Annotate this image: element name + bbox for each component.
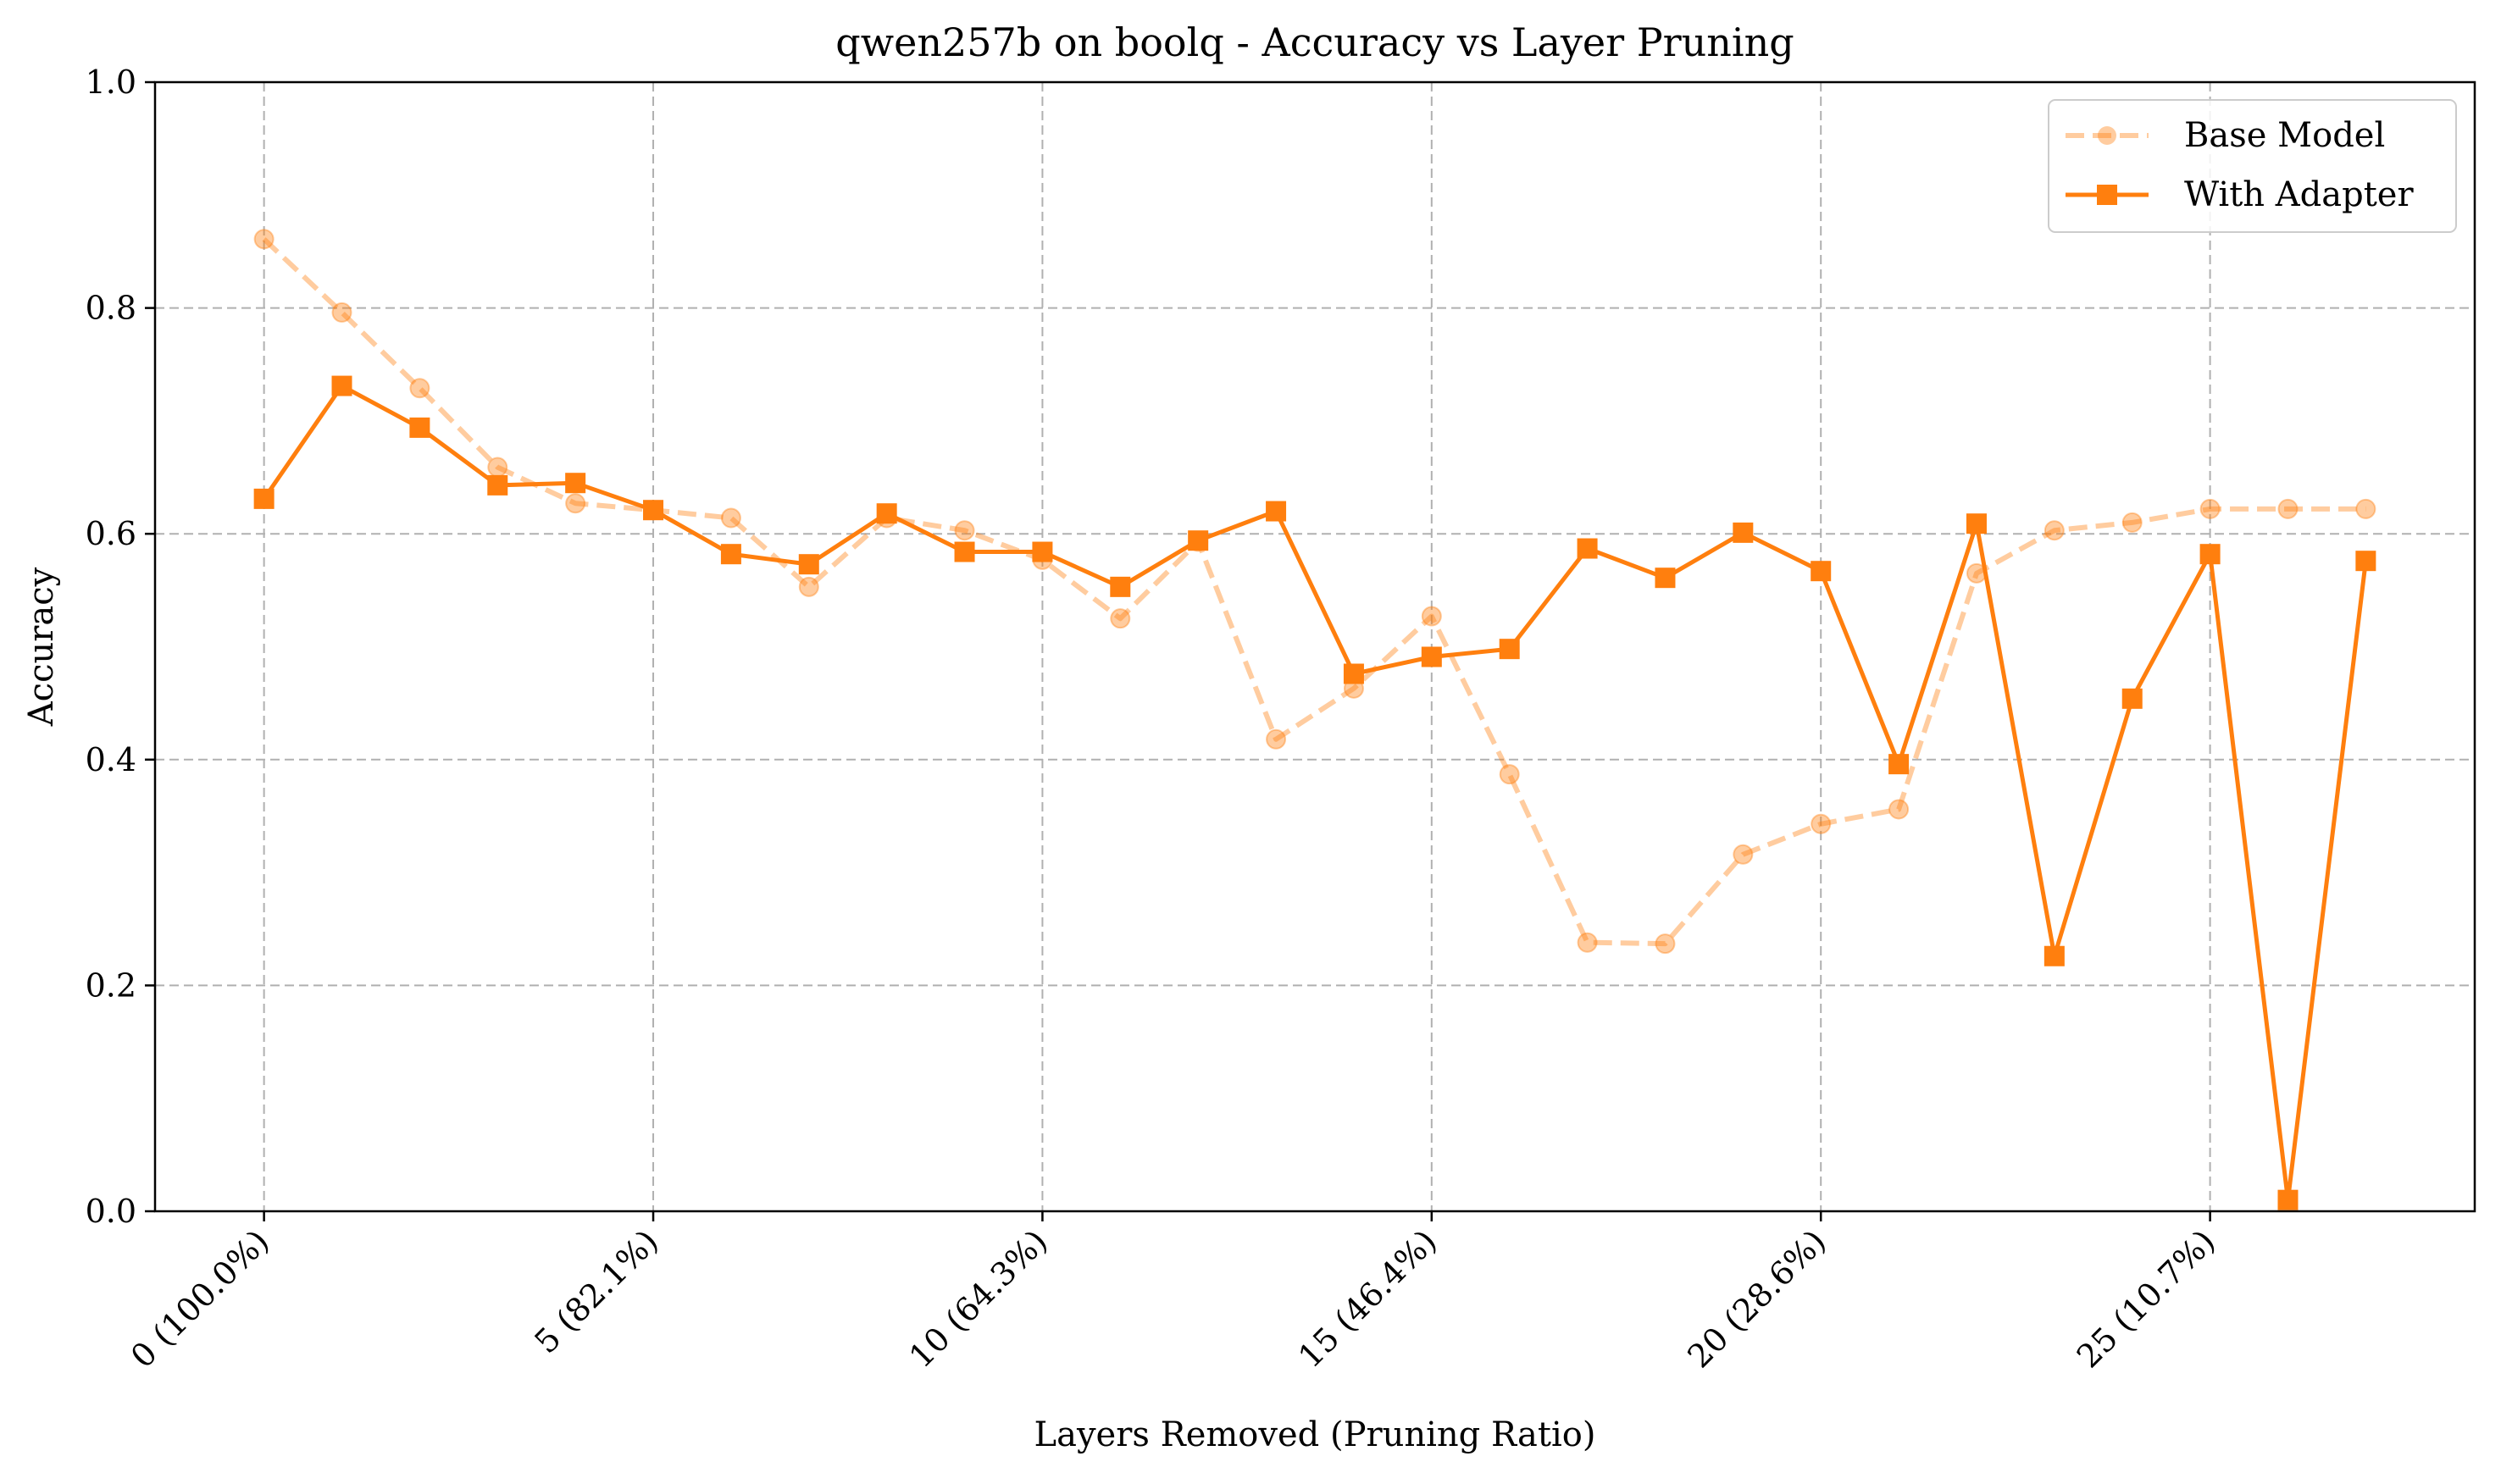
legend: Base Model With Adapter xyxy=(2048,99,2457,233)
base-model-point xyxy=(2044,520,2065,541)
with-adapter-point xyxy=(1266,501,1287,522)
with-adapter-point xyxy=(1577,538,1598,559)
with-adapter-line xyxy=(262,384,2368,1203)
legend-label-base-model: Base Model xyxy=(2184,116,2385,155)
with-adapter-point xyxy=(1811,561,1832,582)
base-model-point xyxy=(1499,764,1520,785)
with-adapter-point xyxy=(331,375,352,396)
base-model-point xyxy=(409,378,430,399)
base-model-point xyxy=(1811,813,1832,834)
with-adapter-point xyxy=(2044,945,2065,966)
x-tick-label: 15 (46.4%) xyxy=(1291,1222,1444,1375)
legend-box xyxy=(2048,99,2457,233)
with-adapter-point xyxy=(1888,754,1910,775)
y-tick-label: 0.0 xyxy=(86,1193,136,1230)
base-model-point xyxy=(798,576,819,597)
x-tick-label: 25 (10.7%) xyxy=(2070,1222,2222,1375)
x-tick-label: 20 (28.6%) xyxy=(1680,1222,1833,1375)
with-adapter-point xyxy=(1032,541,1053,562)
base-model-point xyxy=(1110,608,1131,629)
base-model-point xyxy=(487,457,508,478)
y-axis-label: Accuracy xyxy=(22,567,61,727)
base-model-point xyxy=(1577,932,1598,953)
with-adapter-point xyxy=(876,503,897,524)
series-with-adapter xyxy=(253,375,2376,1210)
y-tick-label: 0.8 xyxy=(86,290,136,327)
y-tick-label: 0.4 xyxy=(86,741,136,778)
with-adapter-point xyxy=(1110,576,1131,597)
with-adapter-point xyxy=(565,473,586,494)
base-model-point xyxy=(2355,498,2376,519)
with-adapter-point xyxy=(1188,530,1209,551)
with-adapter-point xyxy=(487,474,508,496)
x-tick-label: 0 (100.0%) xyxy=(124,1222,276,1375)
base-model-point xyxy=(565,493,586,514)
with-adapter-point xyxy=(2355,551,2376,572)
with-adapter-point xyxy=(1343,663,1364,684)
with-adapter-point xyxy=(798,554,819,575)
with-adapter-point xyxy=(2121,688,2143,709)
y-tick-label: 0.2 xyxy=(86,966,136,1004)
with-adapter-point xyxy=(409,417,430,438)
base-model-point xyxy=(1421,606,1442,627)
y-axis-ticks: 0.0 0.2 0.4 0.6 0.8 1.0 xyxy=(86,64,155,1230)
with-adapter-point xyxy=(2199,544,2221,565)
base-model-point xyxy=(954,520,975,541)
grid-lines xyxy=(155,81,2475,1212)
with-adapter-point xyxy=(1421,646,1442,667)
base-model-point xyxy=(253,229,274,250)
plot-frame xyxy=(153,80,2476,1213)
base-model-point xyxy=(1733,844,1754,865)
x-tick-label: 5 (82.1%) xyxy=(527,1222,665,1360)
with-adapter-point xyxy=(954,541,975,562)
with-adapter-point xyxy=(1499,639,1520,660)
base-model-point xyxy=(1655,933,1676,955)
with-adapter-point xyxy=(1655,568,1676,589)
x-axis-label: Layers Removed (Pruning Ratio) xyxy=(1034,1415,1596,1454)
with-adapter-point xyxy=(720,544,741,565)
with-adapter-point xyxy=(253,488,274,509)
with-adapter-point xyxy=(2277,1189,2299,1210)
x-tick-label: 10 (64.3%) xyxy=(902,1222,1055,1375)
x-axis-ticks: 0 (100.0%) 5 (82.1%) 10 (64.3%) 15 (46.4%) 2… xyxy=(124,1211,2222,1375)
base-model-point xyxy=(2277,498,2299,519)
with-adapter-point xyxy=(1733,522,1754,543)
base-model-point xyxy=(1266,728,1287,750)
legend-item-base-model: Base Model xyxy=(2066,116,2385,155)
base-model-point xyxy=(2199,498,2221,519)
chart-title: qwen257b on boolq - Accuracy vs Layer Pr… xyxy=(835,19,1794,65)
base-model-point xyxy=(720,507,741,529)
y-tick-label: 1.0 xyxy=(86,64,136,101)
series-base-model xyxy=(253,229,2376,955)
with-adapter-point xyxy=(1966,513,1987,534)
base-model-line xyxy=(262,237,2366,947)
base-model-point xyxy=(1888,799,1910,820)
y-tick-label: 0.6 xyxy=(86,515,136,552)
with-adapter-point xyxy=(643,500,664,521)
base-model-point xyxy=(331,302,352,323)
legend-item-with-adapter: With Adapter xyxy=(2066,175,2414,214)
legend-marker-with-adapter xyxy=(2097,185,2117,205)
legend-marker-base-model xyxy=(2098,126,2116,145)
legend-label-with-adapter: With Adapter xyxy=(2184,175,2414,214)
base-model-point xyxy=(2121,512,2143,533)
